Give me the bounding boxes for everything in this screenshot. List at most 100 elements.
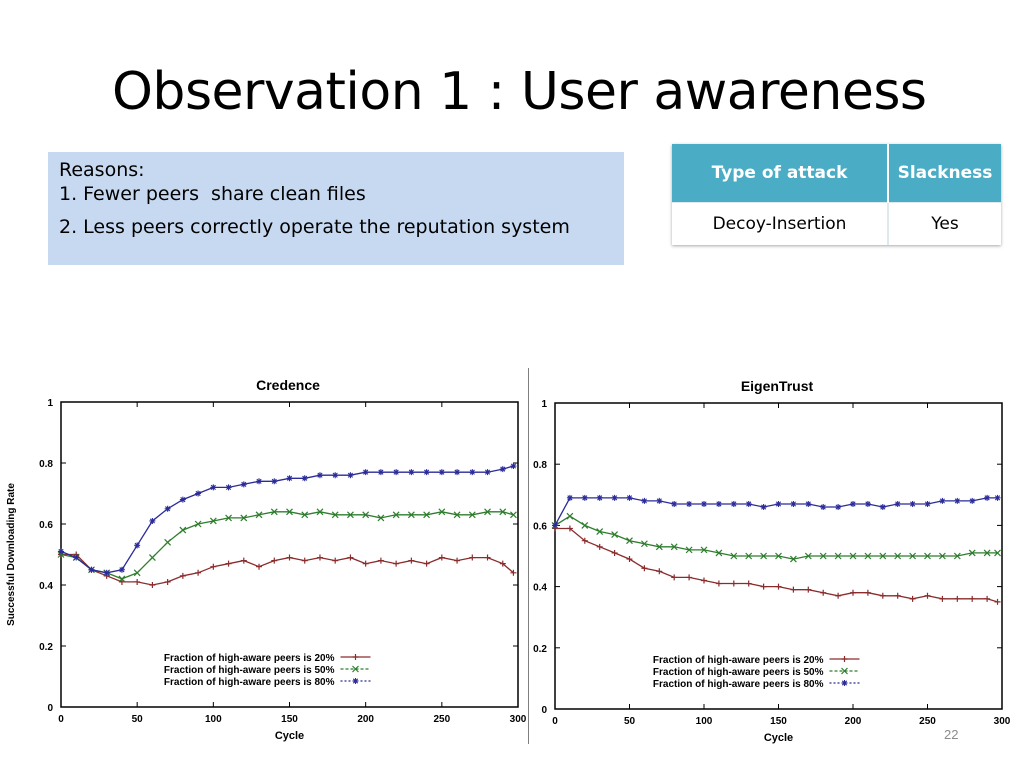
data-point xyxy=(149,517,156,524)
data-point xyxy=(352,678,359,684)
data-point xyxy=(909,500,916,507)
data-point xyxy=(701,500,707,507)
data-point xyxy=(118,575,126,583)
data-point xyxy=(804,552,812,560)
data-point xyxy=(655,543,663,551)
data-point xyxy=(835,504,842,511)
data-point xyxy=(148,554,156,561)
data-point xyxy=(301,475,308,482)
data-point xyxy=(256,563,263,570)
data-point xyxy=(164,538,172,546)
legend-label: Fraction of high-aware peers is 80% xyxy=(653,679,824,690)
data-point xyxy=(924,552,931,560)
series-line xyxy=(552,525,1001,605)
data-point xyxy=(225,560,232,567)
data-point xyxy=(566,525,573,532)
legend-item: Fraction of high-aware peers is 20% xyxy=(164,653,371,664)
data-point xyxy=(909,552,917,560)
series-path xyxy=(60,465,514,574)
data-point xyxy=(671,574,678,581)
data-point xyxy=(73,554,80,561)
data-point xyxy=(805,586,812,593)
data-point xyxy=(255,511,263,519)
data-point xyxy=(286,554,293,561)
data-point xyxy=(438,508,446,516)
data-point xyxy=(423,469,430,476)
data-point xyxy=(352,665,359,673)
data-point xyxy=(240,557,247,564)
data-point xyxy=(510,511,517,519)
legend-item: Fraction of high-aware peers is 50% xyxy=(164,665,371,676)
x-axis-label: Cycle xyxy=(275,730,304,742)
data-point xyxy=(240,481,247,488)
data-point xyxy=(745,552,753,560)
data-point xyxy=(686,574,693,581)
x-tick-label: 250 xyxy=(433,714,450,725)
x-axis-label: Cycle xyxy=(764,732,793,744)
data-point xyxy=(164,505,171,512)
data-point xyxy=(760,583,767,590)
series-line xyxy=(552,494,1001,529)
data-point xyxy=(864,552,872,560)
data-point xyxy=(994,598,1001,605)
data-point xyxy=(179,572,186,579)
data-point xyxy=(685,546,693,554)
data-point xyxy=(656,568,663,575)
data-point xyxy=(286,475,293,482)
series-path xyxy=(60,511,514,580)
data-point xyxy=(701,577,707,584)
data-point xyxy=(347,511,354,519)
reason-item: 1. Fewer peers share clean files xyxy=(59,182,366,205)
data-point xyxy=(954,595,961,602)
data-point xyxy=(510,569,517,576)
data-point xyxy=(377,557,384,564)
data-point xyxy=(841,656,848,662)
data-point xyxy=(118,578,125,585)
data-point xyxy=(626,537,633,545)
x-tick-label: 150 xyxy=(770,716,787,727)
data-point xyxy=(271,478,278,485)
data-point xyxy=(879,592,886,599)
data-point xyxy=(469,469,476,476)
data-point xyxy=(953,552,961,560)
chart-credence: Credence 0 0.2 0.4 0.6 0.8 1 0 50 100 150 200 250 300… xyxy=(6,377,527,742)
data-point xyxy=(453,511,461,519)
data-point xyxy=(195,490,202,497)
data-point xyxy=(225,514,232,522)
reasons-heading: Reasons: xyxy=(59,159,145,181)
data-point xyxy=(760,504,767,511)
data-point xyxy=(835,592,842,599)
data-point xyxy=(377,469,384,476)
y-tick-label: 0 xyxy=(541,705,547,716)
data-point xyxy=(789,555,797,563)
data-point xyxy=(969,595,976,602)
data-point xyxy=(118,566,125,573)
series-line xyxy=(58,551,517,588)
data-point xyxy=(841,680,848,686)
data-point xyxy=(656,497,663,504)
data-point xyxy=(194,520,202,528)
data-point xyxy=(362,560,369,567)
data-point xyxy=(362,469,369,476)
data-point xyxy=(134,578,141,585)
data-point xyxy=(834,552,842,560)
data-point xyxy=(994,549,1001,557)
data-point xyxy=(596,528,604,535)
data-point xyxy=(894,552,902,560)
x-tick-label: 200 xyxy=(845,716,862,727)
data-point xyxy=(954,497,961,504)
data-point xyxy=(332,472,339,479)
data-point xyxy=(510,463,517,470)
x-tick-label: 150 xyxy=(281,714,298,725)
slide-title: Observation 1 : User awareness xyxy=(112,62,927,122)
data-point xyxy=(983,549,991,557)
data-point xyxy=(939,595,946,602)
data-point xyxy=(316,554,323,561)
data-point xyxy=(438,554,445,561)
data-point xyxy=(611,531,619,539)
y-tick-label: 0.2 xyxy=(39,642,53,653)
data-point xyxy=(745,500,752,507)
data-point xyxy=(864,589,871,596)
x-tick-label: 300 xyxy=(510,714,527,725)
